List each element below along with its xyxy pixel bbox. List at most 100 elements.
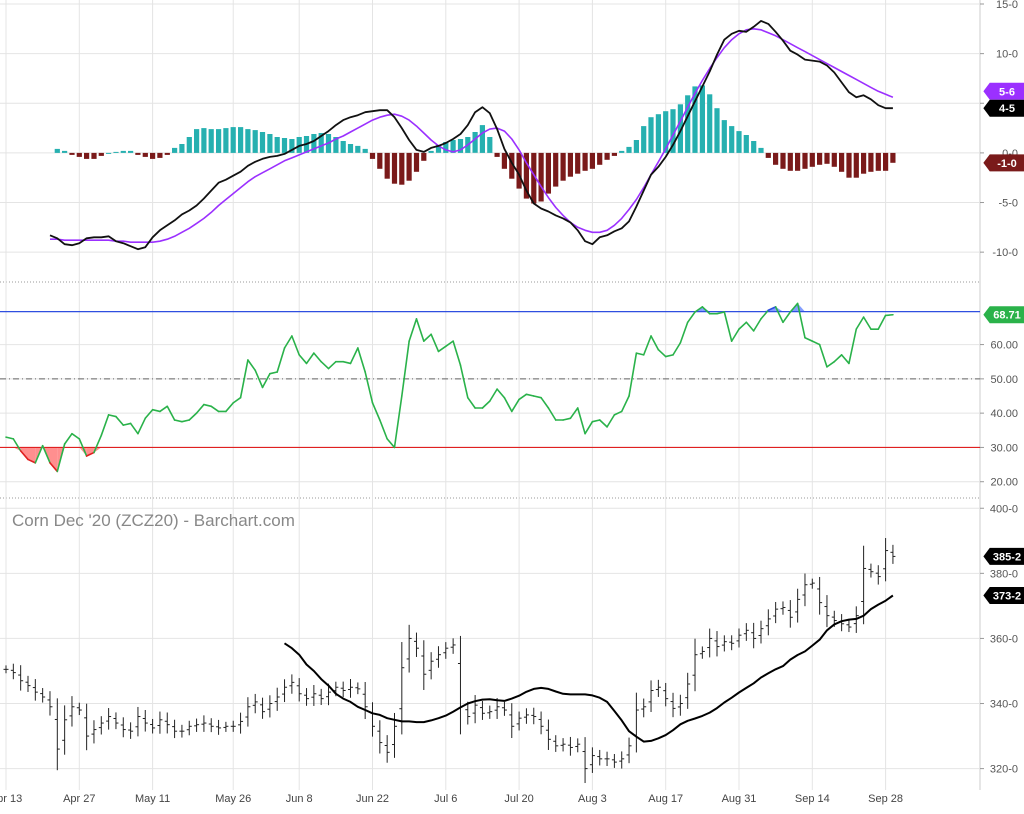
histogram-bar [795,152,801,171]
rsi-line-segment [122,422,132,426]
price-bar [443,642,449,659]
histogram-bar [457,139,464,153]
histogram-bar [641,126,647,153]
rsi-line-segment [195,403,205,414]
rsi-line-segment [364,371,374,404]
histogram-bar [406,152,412,181]
rsi-line-segment [41,444,51,464]
histogram-bar [172,147,178,153]
price-bar [296,678,302,702]
rsi-line-segment [247,359,257,372]
rsi-line-segment [657,348,667,358]
price-bar [523,708,529,724]
histogram-bar [208,129,214,153]
histogram-bar [817,152,823,165]
price-bar [729,635,735,651]
histogram-value-badge: -1-0 [983,154,1024,172]
rsi-line-segment [782,311,792,324]
rsi-line-segment [694,306,704,313]
price-bar [575,738,581,753]
rsi-line-segment [884,313,894,317]
price-bar [135,706,141,737]
price-bar [582,737,588,784]
x-tick-label: Apr 27 [63,793,95,805]
x-tick-label: Apr 13 [0,793,22,805]
rsi-line-segment [276,347,286,373]
histogram-bar [773,152,779,165]
macd-y-tick-label: -10-0 [992,247,1018,259]
histogram-bar [560,152,566,181]
rsi-line-segment [789,302,799,313]
rsi-line-segment [606,414,616,428]
histogram-bar [831,152,837,167]
price-bar [69,696,75,727]
price-bar [677,694,683,716]
rsi-line-segment [811,340,821,346]
rsi-line-segment [56,443,66,473]
histogram-bar [516,152,522,189]
rsi-line-segment [210,405,220,413]
price-bar [355,682,361,695]
histogram-bar [545,152,551,194]
price-bar [765,609,771,636]
histogram-bar [399,152,405,185]
price-bar [707,628,713,658]
histogram-bar [289,139,295,153]
x-tick-label: Sep 28 [868,793,903,805]
price-bar [545,719,551,750]
histogram-bar [861,152,867,174]
histogram-bar [223,128,229,153]
histogram-bar [699,85,705,153]
price-bar [685,672,691,709]
rsi-line-segment [181,419,191,423]
histogram-bar [633,140,639,153]
macd-value-badge: 4-5 [983,99,1024,117]
price-bar [150,718,156,734]
price-bar [289,674,295,694]
rsi-line-segment [159,405,169,413]
histogram-bar [802,152,808,169]
histogram-bar [450,140,456,153]
rsi-line-segment [730,328,740,342]
histogram-bar [120,150,126,153]
macd-value-badge-label: 4-5 [999,103,1015,115]
x-tick-label: Jul 6 [434,793,457,805]
macd-y-tick-label: 10-0 [996,49,1018,61]
price-bar [164,712,170,734]
rsi-line-segment [716,311,726,315]
rsi-line-segment [144,408,154,420]
histogram-bar [150,152,156,159]
rsi-line-segment [745,321,755,332]
price-bar [260,697,266,719]
histogram-bar [84,152,90,159]
histogram-bar [487,137,493,153]
price-bar [47,691,53,716]
rsi-line-segment [166,405,176,421]
rsi-line-segment [650,335,660,351]
rsi-line-segment [107,414,117,418]
rsi-line-segment [613,410,623,416]
signal-value-badge-shape [983,82,1024,100]
rsi-line-segment [34,444,44,464]
rsi-line-segment [261,372,271,389]
histogram-bar [347,144,354,153]
rsi-line-segment [481,400,491,409]
price-bar [538,711,544,735]
price-bar [846,619,852,633]
histogram-bar [62,150,68,153]
rsi-line-segment [774,306,784,324]
rsi-line-segment [686,311,696,324]
rsi-line-segment [19,450,29,461]
price-last-badge: 385-2 [983,547,1024,565]
rsi-line-segment [401,340,410,397]
moving-average-badge-label: 373-2 [993,590,1021,602]
price-bar [216,719,222,735]
histogram-value-badge-shape [983,154,1024,172]
rsi-y-tick-label: 50.00 [990,374,1018,386]
moving-average-line [283,594,894,743]
histogram-bar [707,94,713,153]
rsi-line-segment [620,395,630,413]
price-bar [553,735,559,752]
histogram-bar [868,152,874,172]
histogram-bar [179,144,185,153]
